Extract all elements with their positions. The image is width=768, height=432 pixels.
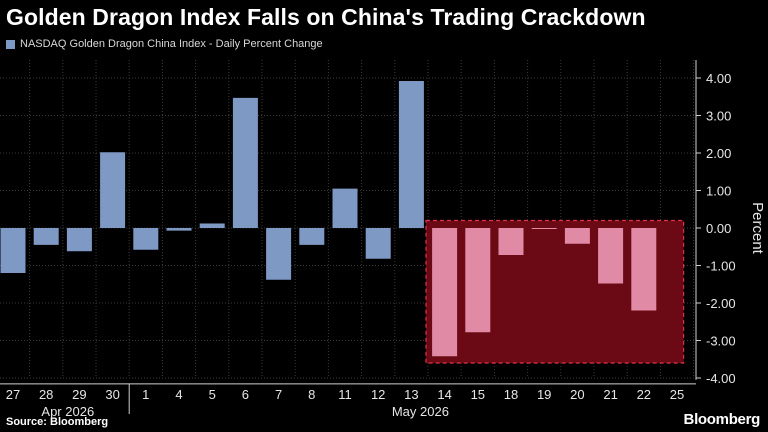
y-tick-label: -2.00 [706,296,736,311]
bloomberg-logo: Bloomberg [683,411,761,428]
x-tick-label: 15 [471,387,485,402]
y-tick-label: 1.00 [706,184,731,199]
x-tick-label: 20 [570,387,584,402]
y-tick-label: -1.00 [706,259,736,274]
legend: NASDAQ Golden Dragon China Index - Daily… [6,38,323,50]
bar-27 [0,228,26,273]
y-tick-label: 4.00 [706,71,731,86]
bar-19 [531,228,557,229]
bar-30 [100,152,126,228]
month-label: Apr 2026 [41,404,94,419]
y-tick-label: 3.00 [706,109,731,124]
x-tick-label: 25 [670,387,684,402]
x-tick-label: 13 [404,387,418,402]
bar-11 [332,188,358,228]
x-tick-label: 6 [242,387,249,402]
bar-18 [498,228,524,255]
legend-swatch [6,39,15,49]
bar-6 [232,97,258,228]
y-tick-label: 2.00 [706,146,731,161]
bar-29 [66,228,92,252]
y-tick-label: 0.00 [706,221,731,236]
bar-14 [432,228,458,357]
bar-7 [266,228,292,280]
month-label: May 2026 [392,404,449,419]
bar-28 [33,228,59,245]
x-tick-label: 19 [537,387,551,402]
bar-15 [465,228,491,333]
x-tick-label: 22 [637,387,651,402]
x-tick-label: 21 [603,387,617,402]
source-note: Source: Bloomberg [6,416,109,428]
x-tick-label: 1 [142,387,149,402]
bar-4 [166,228,192,231]
y-tick-label: -4.00 [706,371,736,386]
bar-22 [631,228,657,311]
x-tick-label: 12 [371,387,385,402]
bar-5 [199,223,225,228]
bar-12 [365,228,391,259]
legend-label: NASDAQ Golden Dragon China Index - Daily… [20,38,323,50]
x-tick-label: 28 [39,387,53,402]
x-tick-label: 5 [209,387,216,402]
x-tick-label: 4 [175,387,182,402]
x-tick-label: 29 [72,387,86,402]
y-tick-label: -3.00 [706,334,736,349]
y-axis-label: Percent [749,202,766,255]
x-tick-label: 14 [437,387,451,402]
bar-20 [564,228,590,244]
x-tick-label: 8 [308,387,315,402]
bar-21 [598,228,624,284]
x-tick-label: 7 [275,387,282,402]
bar-13 [398,81,424,228]
bar-1 [133,228,159,250]
bar-8 [299,228,325,245]
x-tick-label: 27 [6,387,20,402]
x-tick-label: 30 [105,387,119,402]
chart-title: Golden Dragon Index Falls on China's Tra… [6,4,646,30]
x-tick-label: 18 [504,387,518,402]
x-tick-label: 11 [338,387,352,402]
